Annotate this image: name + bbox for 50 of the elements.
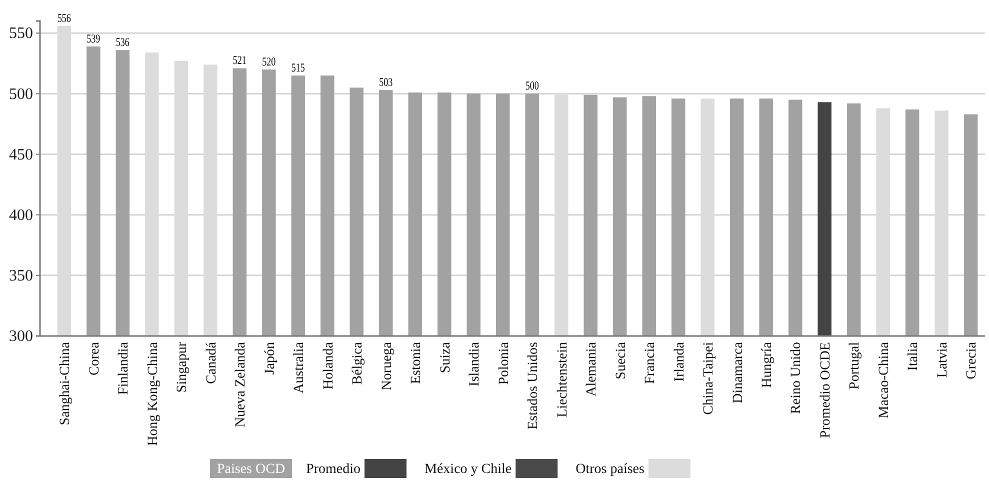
text: Paises OCD (217, 462, 286, 477)
x-tick-label: Singapur (175, 342, 190, 393)
x-tick-label: Liechtenstein (555, 342, 570, 418)
x-tick-label: Suiza (438, 341, 454, 374)
x-tick-label: Estados Unidos (526, 342, 542, 430)
x-tick-label: Sanghai-China (58, 341, 74, 426)
x-tick-label: Estonia (409, 341, 424, 384)
legend-label: Promedio (306, 462, 361, 477)
legend-label: México y Chile (424, 462, 512, 477)
x-tick-label: Latvia (935, 341, 950, 378)
x-tick-label: Reino Unido (789, 342, 804, 414)
x-tick-label: Polonia (496, 341, 512, 385)
data-label: 539 (86, 33, 100, 46)
legend-label: Otros países (576, 462, 644, 477)
x-tick-label: Portugal (848, 342, 863, 390)
y-tick-label: 350 (9, 268, 33, 285)
x-tick-label: Australia (292, 341, 308, 394)
x-tick-label: Alemania (584, 341, 600, 396)
data-label: 556 (57, 12, 71, 26)
data-label: 503 (379, 77, 393, 90)
x-tick-label: Francia (643, 341, 658, 384)
x-tick-label: Finlandia (116, 341, 132, 395)
x-tick-label: Corea (87, 341, 102, 376)
x-tick-label: Dinamarca (730, 341, 746, 404)
y-tick-label: 450 (9, 146, 33, 164)
x-tick-label: China-Taipei (702, 342, 716, 415)
x-tick-label: Italia (906, 341, 922, 371)
x-tick-label: Canadá (204, 341, 220, 384)
x-tick-label: Islandia (468, 341, 483, 386)
x-tick-label: Irlanda (672, 341, 688, 382)
x-tick-label: Noruega (380, 341, 395, 390)
data-label: 500 (525, 80, 539, 94)
data-label: 515 (291, 62, 305, 75)
data-label: 536 (116, 37, 130, 50)
x-tick-label: Suecia (614, 341, 629, 380)
x-tick-label: Hong Kong-China (146, 341, 161, 446)
x-tick-label: Hungría (760, 341, 775, 388)
x-tick-label: Nueva Zelanda (234, 341, 249, 428)
x-tick-label: Bélgica (350, 341, 366, 385)
x-tick-label: Promedio OCDE (818, 342, 834, 438)
y-tick-label: 500 (9, 86, 33, 103)
y-tick-label: 300 (9, 328, 33, 346)
data-label: 520 (262, 56, 276, 69)
y-tick-label: 400 (9, 206, 33, 224)
x-tick-label: Grecia (964, 341, 980, 380)
data-label: 521 (232, 55, 246, 68)
x-tick-label: Macao-China (876, 341, 892, 418)
y-tick-label: 550 (9, 25, 33, 42)
x-tick-label: Holanda (321, 341, 336, 390)
x-tick-label: Japón (262, 342, 278, 375)
